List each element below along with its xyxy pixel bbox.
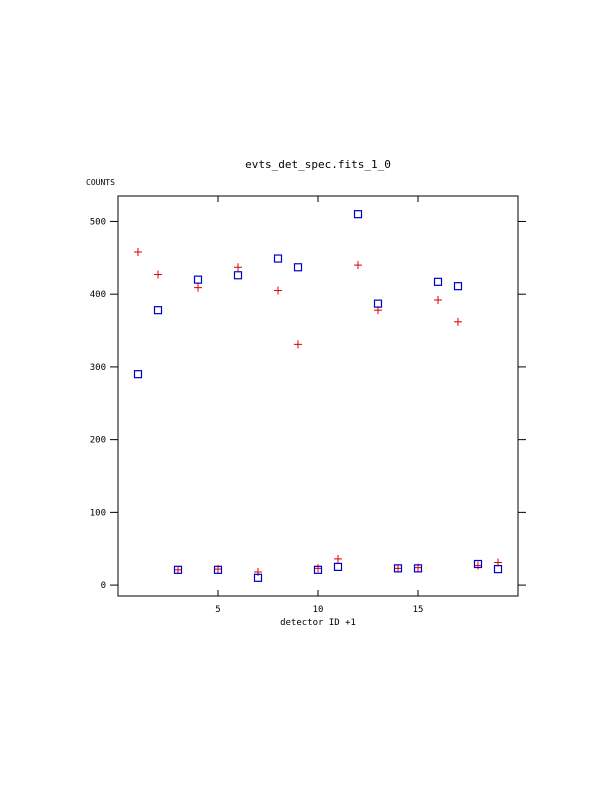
square-marker [293, 263, 303, 272]
x-tick-label: 10 [313, 605, 324, 615]
square-marker [133, 370, 143, 379]
square-marker [253, 573, 263, 582]
y-tick-label: 400 [90, 290, 106, 300]
square-marker [353, 210, 363, 219]
square-marker [173, 565, 183, 574]
square-marker [473, 559, 483, 569]
y-tick-label: 200 [90, 436, 106, 446]
plus-marker [174, 565, 182, 574]
y-tick-label: 500 [90, 217, 106, 227]
axis-ticks: 5 10 15 0 100 200 300 400 500 [90, 196, 526, 615]
plus-marker [154, 270, 162, 279]
square-marker [213, 565, 223, 574]
plus-marker [354, 261, 362, 270]
x-tick-label: 5 [215, 605, 220, 615]
square-marker [433, 277, 443, 286]
plus-marker [394, 564, 402, 573]
y-tick-label: 0 [101, 581, 106, 591]
plus-marker [434, 296, 442, 304]
square-marker [413, 564, 423, 573]
data-points [133, 210, 503, 582]
square-marker [453, 282, 463, 291]
plus-marker [474, 561, 482, 570]
plus-marker [314, 564, 322, 573]
plus-marker [454, 317, 462, 326]
square-marker [273, 254, 283, 263]
chart-title: evts_det_spec.fits_1_0 [245, 158, 391, 171]
plus-marker [134, 248, 142, 256]
square-marker [233, 271, 243, 280]
square-marker [393, 564, 403, 573]
plus-marker [334, 554, 342, 563]
plus-marker [294, 340, 302, 349]
plot-frame [117, 195, 519, 597]
square-marker [153, 306, 163, 315]
y-tick-label: 300 [90, 363, 106, 373]
square-marker [493, 564, 503, 574]
square-marker [333, 562, 343, 572]
square-marker [373, 299, 383, 308]
plus-marker [234, 263, 242, 272]
y-axis-label: COUNTS [86, 178, 115, 187]
square-marker [313, 565, 323, 574]
plus-marker [274, 286, 282, 295]
y-tick-label: 100 [90, 508, 106, 518]
x-axis-label: detector ID +1 [280, 618, 356, 628]
square-marker [193, 275, 203, 284]
x-tick-label: 15 [413, 605, 424, 615]
plus-marker [194, 283, 202, 292]
